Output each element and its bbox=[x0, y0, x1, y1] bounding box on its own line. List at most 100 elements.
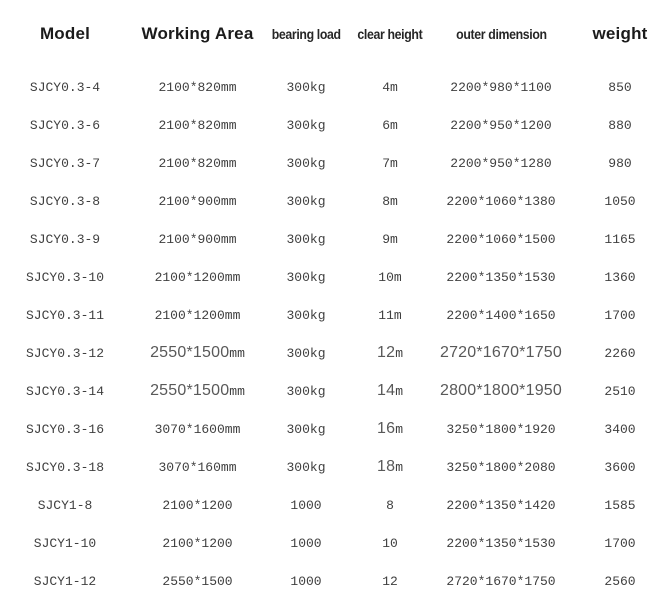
cell-bearing_load: 1000 bbox=[265, 524, 347, 562]
cell-value: 2100*820 bbox=[158, 155, 221, 171]
cell-value: 9 bbox=[382, 231, 390, 247]
cell-unit: kg bbox=[309, 269, 326, 285]
cell-value: 980 bbox=[608, 155, 632, 171]
cell-outer_dimension: 2720*1670*1750 bbox=[433, 334, 569, 372]
cell-value: 3400 bbox=[604, 421, 636, 437]
cell-working_area: 2100*1200 bbox=[130, 486, 265, 524]
cell-outer_dimension: 3250*1800*1920 bbox=[433, 410, 569, 448]
table-row: SJCY0.3-7 2100*820mm 300kg 7m 2200*950*1280 9… bbox=[0, 144, 671, 182]
cell-weight: 880 bbox=[569, 106, 671, 144]
cell-model: SJCY0.3-4 bbox=[0, 68, 130, 106]
cell-clear_height: 12m bbox=[347, 334, 433, 372]
cell-outer_dimension: 2200*1350*1530 bbox=[433, 258, 569, 296]
cell-value: 300 bbox=[286, 117, 310, 133]
cell-clear_height: 4m bbox=[347, 68, 433, 106]
cell-value: 7 bbox=[382, 155, 390, 171]
cell-value: 2100*900 bbox=[158, 231, 221, 247]
cell-value: 2200*1350*1530 bbox=[446, 269, 556, 285]
cell-working_area: 2100*820mm bbox=[130, 144, 265, 182]
cell-clear_height: 16m bbox=[347, 410, 433, 448]
cell-bearing_load: 300kg bbox=[265, 106, 347, 144]
cell-value: 12 bbox=[376, 344, 396, 361]
cell-unit: mm bbox=[220, 459, 237, 475]
cell-unit: mm bbox=[229, 384, 245, 399]
cell-unit: m bbox=[390, 231, 398, 247]
cell-model: SJCY0.3-7 bbox=[0, 144, 130, 182]
cell-outer_dimension: 2200*1350*1530 bbox=[433, 524, 569, 562]
cell-value: 2200*950*1280 bbox=[450, 155, 552, 171]
cell-model: SJCY0.3-18 bbox=[0, 448, 130, 486]
cell-weight: 980 bbox=[569, 144, 671, 182]
cell-value: SJCY0.3-4 bbox=[29, 79, 101, 95]
cell-value: 1165 bbox=[604, 231, 636, 247]
table-row: SJCY1-8 2100*1200 1000 8 2200*1350*1420 1585 bbox=[0, 486, 671, 524]
cell-weight: 1360 bbox=[569, 258, 671, 296]
cell-value: 300 bbox=[286, 345, 310, 361]
cell-value: 2100*900 bbox=[158, 193, 221, 209]
table-row: SJCY0.3-18 3070*160mm 300kg 18m 3250*1800*20… bbox=[0, 448, 671, 486]
cell-value: SJCY0.3-10 bbox=[25, 269, 104, 285]
header-row: Model Working Area bearing load clear heigh… bbox=[0, 0, 671, 68]
cell-value: 2550*1500 bbox=[162, 573, 233, 589]
cell-value: 12 bbox=[382, 573, 398, 589]
cell-outer_dimension: 2800*1800*1950 bbox=[433, 372, 569, 410]
cell-value: 300 bbox=[286, 459, 310, 475]
cell-clear_height: 12 bbox=[347, 562, 433, 600]
cell-outer_dimension: 2200*950*1200 bbox=[433, 106, 569, 144]
cell-value: 3070*1600 bbox=[154, 421, 225, 437]
cell-clear_height: 8 bbox=[347, 486, 433, 524]
cell-value: SJCY0.3-12 bbox=[25, 345, 104, 361]
cell-value: 2720*1670*1750 bbox=[439, 344, 563, 361]
cell-value: 8 bbox=[382, 193, 390, 209]
cell-unit: kg bbox=[309, 155, 326, 171]
cell-bearing_load: 300kg bbox=[265, 144, 347, 182]
cell-working_area: 2100*900mm bbox=[130, 220, 265, 258]
cell-value: 300 bbox=[286, 193, 310, 209]
cell-model: SJCY0.3-14 bbox=[0, 372, 130, 410]
cell-outer_dimension: 3250*1800*2080 bbox=[433, 448, 569, 486]
cell-value: SJCY0.3-14 bbox=[25, 383, 104, 399]
cell-value: SJCY0.3-7 bbox=[29, 155, 101, 171]
cell-value: 880 bbox=[608, 117, 632, 133]
cell-value: 300 bbox=[286, 155, 310, 171]
cell-value: SJCY0.3-18 bbox=[25, 459, 104, 475]
cell-value: 10 bbox=[378, 269, 394, 285]
cell-outer_dimension: 2200*980*1100 bbox=[433, 68, 569, 106]
cell-model: SJCY0.3-10 bbox=[0, 258, 130, 296]
cell-bearing_load: 300kg bbox=[265, 258, 347, 296]
cell-bearing_load: 300kg bbox=[265, 296, 347, 334]
cell-unit: m bbox=[393, 307, 402, 323]
cell-value: 2550*1500 bbox=[150, 382, 230, 399]
cell-value: SJCY0.3-8 bbox=[29, 193, 101, 209]
cell-weight: 3600 bbox=[569, 448, 671, 486]
cell-clear_height: 14m bbox=[347, 372, 433, 410]
cell-value: 18 bbox=[376, 458, 396, 475]
cell-value: 2100*1200 bbox=[162, 535, 233, 551]
cell-weight: 1700 bbox=[569, 524, 671, 562]
cell-value: 2720*1670*1750 bbox=[446, 573, 556, 589]
cell-value: 3250*1800*2080 bbox=[446, 459, 556, 475]
table-row: SJCY0.3-10 2100*1200mm 300kg 10m 2200*1350*1… bbox=[0, 258, 671, 296]
table-row: SJCY0.3-16 3070*1600mm 300kg 16m 3250*1800*1… bbox=[0, 410, 671, 448]
cell-unit: kg bbox=[309, 231, 326, 247]
cell-value: 300 bbox=[286, 269, 310, 285]
column-header-outer_dimension: outer dimension bbox=[455, 26, 547, 42]
cell-working_area: 3070*1600mm bbox=[130, 410, 265, 448]
cell-unit: mm bbox=[220, 117, 237, 133]
cell-value: 1000 bbox=[290, 535, 322, 551]
cell-model: SJCY1-10 bbox=[0, 524, 130, 562]
cell-value: 2200*1400*1650 bbox=[446, 307, 556, 323]
table-row: SJCY1-12 2550*1500 1000 12 2720*1670*1750 256… bbox=[0, 562, 671, 600]
cell-bearing_load: 300kg bbox=[265, 220, 347, 258]
cell-value: SJCY0.3-16 bbox=[25, 421, 104, 437]
cell-unit: mm bbox=[224, 307, 241, 323]
cell-model: SJCY1-12 bbox=[0, 562, 130, 600]
cell-model: SJCY0.3-16 bbox=[0, 410, 130, 448]
column-header-model: Model bbox=[39, 24, 91, 43]
column-header-working_area: Working Area bbox=[141, 24, 254, 43]
cell-working_area: 2100*820mm bbox=[130, 68, 265, 106]
cell-unit: mm bbox=[229, 346, 245, 361]
cell-working_area: 2100*1200mm bbox=[130, 258, 265, 296]
